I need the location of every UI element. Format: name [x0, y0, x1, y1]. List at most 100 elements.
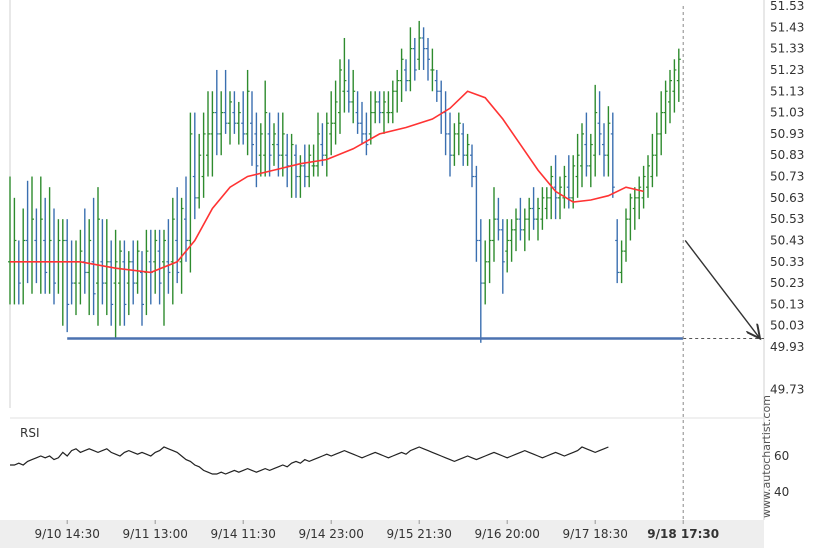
ohlc-bar — [351, 69, 356, 124]
ohlc-bar — [606, 106, 611, 177]
ohlc-bar — [575, 133, 580, 198]
ohlc-bar — [65, 219, 70, 333]
ohlc-bar — [113, 229, 118, 339]
ohlc-bar — [478, 219, 483, 343]
ohlc-bar — [219, 91, 224, 156]
ohlc-bar — [346, 59, 351, 113]
ohlc-bar — [426, 37, 430, 81]
ohlc-bar — [637, 176, 642, 220]
ohlc-bar — [492, 187, 496, 262]
x-tick-label: 9/11 13:00 — [123, 527, 188, 541]
price-tick-label: 50.83 — [770, 148, 804, 162]
ohlc-bar — [672, 59, 677, 113]
ohlc-bar — [135, 240, 140, 294]
ohlc-bar — [558, 176, 562, 220]
x-tick-label: 9/14 11:30 — [211, 527, 276, 541]
ohlc-bar — [294, 144, 298, 198]
ohlc-bar — [412, 37, 417, 81]
ohlc-bar — [562, 165, 567, 209]
x-axis-band — [0, 520, 764, 548]
ohlc-bar — [126, 251, 131, 316]
ohlc-bar — [131, 240, 136, 305]
ohlc-bar — [531, 187, 536, 230]
ohlc-bar — [544, 187, 549, 220]
price-tick-label: 50.63 — [770, 191, 804, 205]
ohlc-bar — [663, 80, 668, 134]
ohlc-bar — [659, 91, 664, 156]
ohlc-bar — [166, 219, 171, 294]
ohlc-bar — [417, 20, 422, 70]
ohlc-bar — [395, 69, 400, 113]
rsi-panel: RSI 60 40 — [10, 417, 789, 499]
ohlc-bar — [263, 80, 268, 177]
ohlc-bar — [641, 165, 646, 209]
ohlc-bar — [250, 91, 254, 166]
ohlc-bar — [153, 229, 158, 294]
ohlc-bar — [170, 197, 175, 305]
price-tick-label: 51.33 — [770, 42, 804, 56]
ohlc-bar — [100, 219, 105, 305]
x-tick-label: 9/17 18:30 — [563, 527, 628, 541]
ohlc-bar — [619, 240, 624, 284]
rsi-line — [10, 446, 609, 475]
x-tick-label: 9/16 20:00 — [475, 527, 540, 541]
ohlc-bar — [364, 112, 369, 156]
ohlc-bar — [43, 197, 48, 294]
ohlc-bar — [175, 187, 180, 284]
ohlc-bar — [368, 91, 373, 145]
ohlc-bar — [602, 123, 606, 177]
ohlc-bar — [483, 240, 488, 305]
ohlc-bar — [540, 187, 545, 230]
ohlc-bar — [206, 91, 210, 177]
ohlc-bar — [584, 112, 589, 177]
x-tick-label: 9/10 14:30 — [35, 527, 100, 541]
ohlc-bar — [632, 187, 637, 230]
ohlc-bar — [430, 48, 435, 92]
price-tick-label: 51.13 — [770, 84, 804, 98]
ohlc-bar — [549, 165, 554, 220]
ohlc-bar — [593, 84, 598, 177]
price-tick-label: 50.23 — [770, 276, 804, 290]
ohlc-bar — [624, 208, 628, 262]
ohlc-bar — [87, 219, 92, 316]
rsi-title: RSI — [20, 426, 40, 440]
ohlc-bar — [109, 240, 114, 326]
ohlc-bar — [302, 144, 307, 188]
x-tick-label: 9/15 21:30 — [387, 527, 452, 541]
price-tick-label: 49.93 — [770, 340, 804, 354]
ohlc-bar — [373, 91, 378, 124]
ohlc-bar — [465, 133, 470, 166]
ohlc-bar — [408, 27, 413, 92]
ohlc-bar — [527, 197, 532, 241]
price-tick-label: 50.93 — [770, 127, 804, 141]
ohlc-bar — [421, 27, 426, 70]
x-axis: 9/10 14:30 9/11 13:00 9/14 11:30 9/14 23:00… — [35, 520, 719, 541]
ohlc-bar — [298, 155, 303, 198]
ohlc-bar — [258, 123, 263, 177]
ohlc-bar — [404, 59, 408, 92]
watermark-text: www.autochartist.com — [760, 395, 773, 518]
forecast-arrow — [684, 240, 760, 338]
ohlc-bar — [553, 155, 558, 220]
ohlc-bar — [360, 101, 364, 145]
ohlc-bar — [500, 219, 505, 294]
ohlc-bar — [610, 112, 615, 198]
price-tick-label: 51.43 — [770, 20, 804, 34]
ohlc-bar — [536, 197, 540, 241]
ohlc-bar — [646, 155, 650, 198]
ohlc-bar — [522, 208, 527, 252]
ohlc-bar — [228, 91, 232, 145]
ohlc-bar — [96, 187, 100, 326]
ohlc-bar — [461, 123, 466, 166]
ohlc-bar — [316, 112, 320, 177]
ohlc-bar — [245, 69, 250, 156]
ohlc-bar — [118, 240, 122, 326]
ohlc-bar — [514, 208, 518, 252]
ohlc-bar — [654, 112, 659, 177]
ohlc-bar — [588, 133, 593, 188]
price-y-axis: 51.53 51.43 51.33 51.23 51.13 51.03 50.93 50.83… — [770, 0, 804, 397]
ohlc-bar — [615, 219, 620, 284]
price-tick-label: 51.03 — [770, 106, 804, 120]
x-tick-label: 9/18 17:30 — [647, 527, 719, 541]
price-tick-label: 51.53 — [770, 0, 804, 13]
